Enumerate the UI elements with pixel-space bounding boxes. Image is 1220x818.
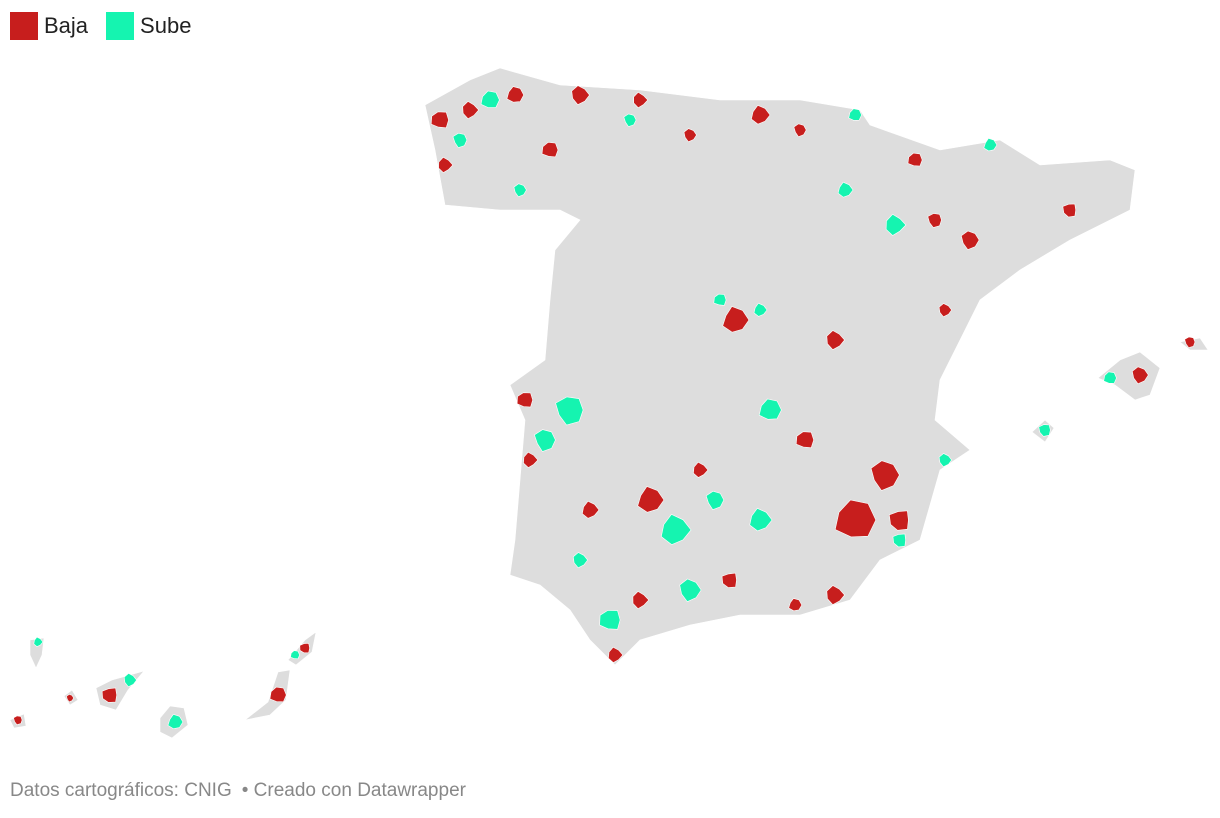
municipality bbox=[679, 578, 702, 603]
municipality bbox=[1038, 424, 1051, 437]
municipality bbox=[571, 85, 590, 106]
municipality bbox=[705, 490, 725, 511]
municipality bbox=[523, 451, 539, 468]
legend: Baja Sube bbox=[10, 12, 191, 40]
municipality bbox=[299, 642, 310, 654]
municipality bbox=[753, 302, 768, 317]
municipality bbox=[33, 636, 44, 647]
municipality bbox=[581, 500, 600, 519]
municipality bbox=[749, 507, 773, 532]
municipality bbox=[430, 111, 449, 129]
municipality bbox=[870, 460, 900, 491]
legend-swatch bbox=[106, 12, 135, 40]
municipality bbox=[722, 306, 750, 333]
municipality bbox=[721, 572, 737, 588]
legend-label: Sube bbox=[140, 13, 192, 38]
municipality bbox=[269, 686, 287, 703]
land bbox=[9, 67, 1209, 739]
municipality bbox=[290, 650, 300, 660]
footer: Datos cartográficos: CNIG • Creado con Da… bbox=[10, 780, 466, 802]
mainland bbox=[424, 67, 1136, 666]
municipality bbox=[506, 86, 525, 103]
municipality bbox=[608, 646, 624, 663]
municipality bbox=[693, 461, 709, 478]
source: Datos cartográficos: CNIG bbox=[10, 780, 232, 801]
municipality bbox=[632, 591, 650, 610]
municipality bbox=[660, 514, 692, 545]
municipality bbox=[516, 392, 534, 408]
municipality bbox=[837, 181, 854, 198]
municipality bbox=[452, 132, 468, 149]
municipality bbox=[758, 398, 782, 420]
municipality bbox=[788, 598, 803, 612]
municipality bbox=[927, 213, 942, 228]
municipality bbox=[555, 396, 584, 426]
municipality bbox=[66, 694, 74, 703]
municipality bbox=[167, 714, 184, 730]
municipality bbox=[848, 108, 862, 121]
municipality bbox=[534, 429, 556, 452]
legend-label: Baja bbox=[44, 13, 89, 38]
municipality bbox=[599, 610, 621, 630]
municipality bbox=[123, 673, 137, 688]
mallorca bbox=[1097, 351, 1161, 401]
municipality bbox=[938, 303, 952, 318]
municipality bbox=[826, 330, 845, 351]
municipality bbox=[623, 113, 637, 128]
municipality bbox=[101, 687, 118, 703]
municipality bbox=[793, 123, 807, 138]
municipality bbox=[1103, 371, 1117, 384]
municipality bbox=[1131, 366, 1149, 385]
municipality bbox=[795, 431, 815, 449]
municipality bbox=[572, 552, 588, 569]
municipality bbox=[541, 141, 559, 158]
municipality bbox=[637, 486, 665, 513]
municipality bbox=[713, 293, 727, 306]
la-palma bbox=[29, 637, 45, 669]
municipality bbox=[480, 90, 500, 108]
credit: • Creado con Datawrapper bbox=[241, 780, 466, 801]
municipality bbox=[885, 213, 907, 236]
municipality bbox=[438, 156, 454, 173]
municipality bbox=[892, 533, 906, 548]
municipality bbox=[13, 715, 23, 726]
municipality bbox=[983, 137, 998, 152]
fuerteventura bbox=[244, 669, 291, 721]
municipalities bbox=[13, 85, 1196, 730]
municipality bbox=[938, 453, 952, 468]
municipality bbox=[1184, 336, 1196, 349]
municipality bbox=[513, 183, 527, 198]
municipality bbox=[960, 230, 980, 251]
municipality bbox=[834, 499, 877, 538]
municipality bbox=[683, 128, 697, 143]
municipality bbox=[888, 510, 909, 531]
municipality bbox=[633, 91, 649, 109]
legend-swatch bbox=[10, 12, 38, 40]
municipality bbox=[462, 101, 480, 120]
municipality bbox=[826, 585, 845, 606]
legend-item: Sube bbox=[106, 12, 191, 40]
municipality bbox=[1062, 203, 1077, 218]
municipality bbox=[907, 152, 923, 167]
municipality bbox=[751, 104, 771, 125]
legend-item: Baja bbox=[10, 12, 88, 40]
